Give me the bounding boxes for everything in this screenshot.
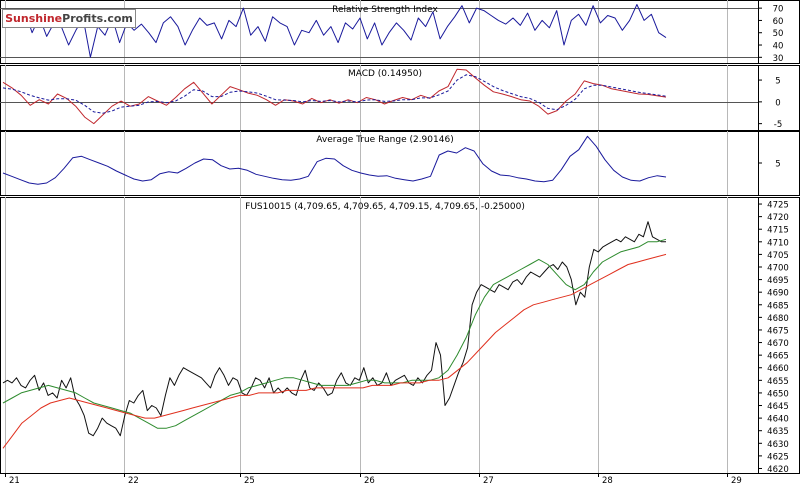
logo-text-sunshine: Sunshine [5, 12, 63, 25]
y-tick-label: -5 [774, 120, 782, 130]
x-tick-label: 25 [244, 476, 255, 486]
y-tick-label: 4665 [767, 352, 789, 362]
macd-line [2, 68, 667, 125]
x-tick-label: 21 [9, 476, 20, 486]
x-tick-label: 22 [128, 476, 139, 486]
y-tick-label: 4715 [767, 226, 789, 236]
y-tick-label: 70 [773, 5, 784, 15]
logo: SunshineProfits.com [2, 9, 136, 28]
y-tick-label: 4695 [767, 276, 789, 286]
y-tick-label: 4685 [767, 301, 789, 311]
x-tick-label: 26 [364, 476, 375, 486]
atr-panel: 5 Average True Range (2.90146) [0, 131, 800, 196]
y-tick-label: 4725 [767, 201, 789, 211]
panel-title: FUS10015 (4,709.65, 4,709.65, 4,709.15, … [245, 202, 525, 212]
y-tick-label: 4635 [767, 427, 789, 437]
slow-ma-line [2, 253, 667, 449]
y-tick-label: 60 [773, 17, 784, 27]
y-tick-label: 0 [775, 98, 780, 108]
logo-text-profits: Profits.com [62, 12, 133, 25]
panel-title: Relative Strength Index [332, 5, 438, 15]
y-tick-label: 30 [773, 54, 784, 64]
x-tick-label: 28 [602, 476, 613, 486]
macd-panel: 5 0 -5 MACD (0.14950) [0, 65, 800, 131]
rsi-panel: 70 60 50 40 30 Relative Strength Index [0, 0, 800, 64]
y-tick-label: 4705 [767, 251, 789, 261]
y-tick-label: 4690 [767, 289, 789, 299]
y-tick-label: 4720 [767, 213, 789, 223]
y-tick-label: 5 [775, 77, 780, 87]
y-tick-label: 4680 [767, 314, 789, 324]
y-tick-label: 4650 [767, 389, 789, 399]
y-tick-label: 5 [775, 160, 780, 170]
fast-ma-line [2, 238, 667, 429]
x-tick-label: 29 [731, 476, 742, 486]
y-tick-label: 4655 [767, 377, 789, 387]
y-tick-label: 40 [773, 42, 784, 52]
price-line [2, 221, 666, 437]
price-panel: 4725 4720 4715 4710 4705 4700 4695 4690 4685 4680… [0, 197, 800, 475]
signal-line [2, 74, 667, 114]
y-tick-label: 4660 [767, 364, 789, 374]
panel-title: MACD (0.14950) [348, 69, 422, 79]
y-tick-label: 4640 [767, 415, 789, 425]
y-tick-label: 4645 [767, 402, 789, 412]
y-tick-label: 4630 [767, 440, 789, 450]
panel-title: Average True Range (2.90146) [316, 135, 453, 145]
y-tick-label: 4675 [767, 326, 789, 336]
x-tick-label: 27 [483, 476, 494, 486]
y-tick-label: 4710 [767, 238, 789, 248]
y-tick-label: 50 [773, 29, 784, 39]
y-tick-label: 4700 [767, 264, 789, 274]
y-tick-label: 4620 [767, 465, 789, 475]
x-axis: 21 22 25 26 27 28 29 [5, 473, 742, 486]
y-tick-label: 4625 [767, 452, 789, 462]
y-tick-label: 4670 [767, 339, 789, 349]
panel-frame [0, 197, 800, 474]
atr-line [2, 135, 667, 185]
